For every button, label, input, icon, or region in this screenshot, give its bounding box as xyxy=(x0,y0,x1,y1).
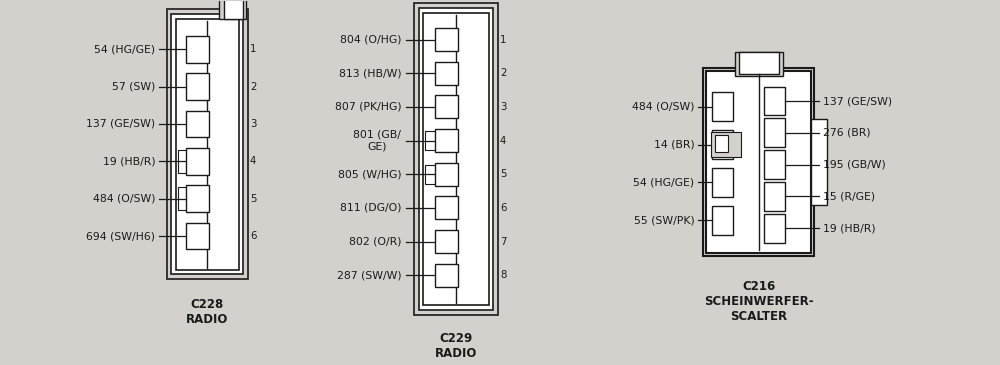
Bar xyxy=(712,168,733,197)
Text: 802 (O/R): 802 (O/R) xyxy=(349,237,401,247)
Bar xyxy=(435,264,458,287)
Bar xyxy=(739,52,779,74)
Bar xyxy=(435,196,458,219)
Bar xyxy=(735,52,783,76)
Bar xyxy=(764,150,785,179)
Text: 19 (HB/R): 19 (HB/R) xyxy=(103,156,155,166)
Text: 287 (SW/W): 287 (SW/W) xyxy=(337,270,401,280)
Bar xyxy=(764,182,785,211)
Text: 7: 7 xyxy=(500,237,507,247)
Text: 19 (HB/R): 19 (HB/R) xyxy=(823,223,875,233)
Text: 276 (BR): 276 (BR) xyxy=(823,128,870,138)
Bar xyxy=(186,185,209,212)
Text: 14 (BR): 14 (BR) xyxy=(654,139,694,150)
Bar xyxy=(435,96,458,119)
Text: 137 (GE/SW): 137 (GE/SW) xyxy=(823,96,892,106)
Bar xyxy=(171,14,243,274)
Bar xyxy=(764,118,785,147)
Bar xyxy=(706,71,811,253)
Text: 2: 2 xyxy=(500,68,506,78)
Bar xyxy=(224,0,243,19)
Text: 6: 6 xyxy=(500,203,507,213)
Bar xyxy=(712,92,733,121)
Bar xyxy=(715,135,728,152)
Bar xyxy=(423,13,489,305)
Bar xyxy=(178,187,203,210)
Bar xyxy=(435,230,458,253)
Text: C229
RADIO: C229 RADIO xyxy=(435,332,477,360)
Text: 137 (GE/SW): 137 (GE/SW) xyxy=(86,119,155,129)
Bar xyxy=(178,150,203,173)
Bar xyxy=(425,131,452,150)
Text: 3: 3 xyxy=(250,119,256,129)
Text: 5: 5 xyxy=(250,194,256,204)
Text: 54 (HG/GE): 54 (HG/GE) xyxy=(94,44,155,54)
Bar xyxy=(167,9,248,279)
Bar xyxy=(186,223,209,249)
Text: 55 (SW/PK): 55 (SW/PK) xyxy=(634,215,694,225)
Bar xyxy=(186,148,209,175)
Bar xyxy=(811,119,827,205)
Text: 195 (GB/W): 195 (GB/W) xyxy=(823,160,886,170)
Text: C228
RADIO: C228 RADIO xyxy=(186,298,229,326)
Text: 813 (HB/W): 813 (HB/W) xyxy=(339,68,401,78)
Bar xyxy=(435,129,458,152)
Text: 57 (SW): 57 (SW) xyxy=(112,82,155,92)
Bar xyxy=(186,111,209,137)
Text: 3: 3 xyxy=(500,102,506,112)
Text: 54 (HG/GE): 54 (HG/GE) xyxy=(633,177,694,187)
Text: 484 (O/SW): 484 (O/SW) xyxy=(93,194,155,204)
Bar xyxy=(435,28,458,51)
Text: 6: 6 xyxy=(250,231,256,241)
Bar xyxy=(712,206,733,235)
Text: C216
SCHEINWERFER-
SCALTER: C216 SCHEINWERFER- SCALTER xyxy=(704,280,813,323)
Text: 811 (DG/O): 811 (DG/O) xyxy=(340,203,401,213)
Bar xyxy=(764,214,785,243)
Text: 5: 5 xyxy=(500,169,507,179)
Text: 484 (O/SW): 484 (O/SW) xyxy=(632,102,694,112)
Text: 1: 1 xyxy=(500,35,506,45)
Bar xyxy=(712,130,733,159)
Bar xyxy=(764,87,785,115)
Text: 8: 8 xyxy=(500,270,506,280)
Bar xyxy=(425,165,452,184)
Text: 15 (R/GE): 15 (R/GE) xyxy=(823,191,875,201)
Bar xyxy=(186,73,209,100)
Text: 2: 2 xyxy=(250,82,256,92)
Text: 4: 4 xyxy=(500,136,506,146)
Text: 807 (PK/HG): 807 (PK/HG) xyxy=(335,102,401,112)
Text: 1: 1 xyxy=(250,44,256,54)
Bar xyxy=(435,62,458,85)
Bar xyxy=(186,36,209,63)
Bar xyxy=(419,8,493,310)
Text: 4: 4 xyxy=(250,156,256,166)
Bar xyxy=(219,0,246,19)
Bar xyxy=(414,3,498,315)
Bar xyxy=(176,19,239,270)
Text: 694 (SW/H6): 694 (SW/H6) xyxy=(86,231,155,241)
Bar xyxy=(435,163,458,186)
Text: 801 (GB/
GE): 801 (GB/ GE) xyxy=(353,130,401,151)
Text: 805 (W/HG): 805 (W/HG) xyxy=(338,169,401,179)
Bar xyxy=(711,132,741,157)
Bar xyxy=(703,69,814,256)
Text: 804 (O/HG): 804 (O/HG) xyxy=(340,35,401,45)
